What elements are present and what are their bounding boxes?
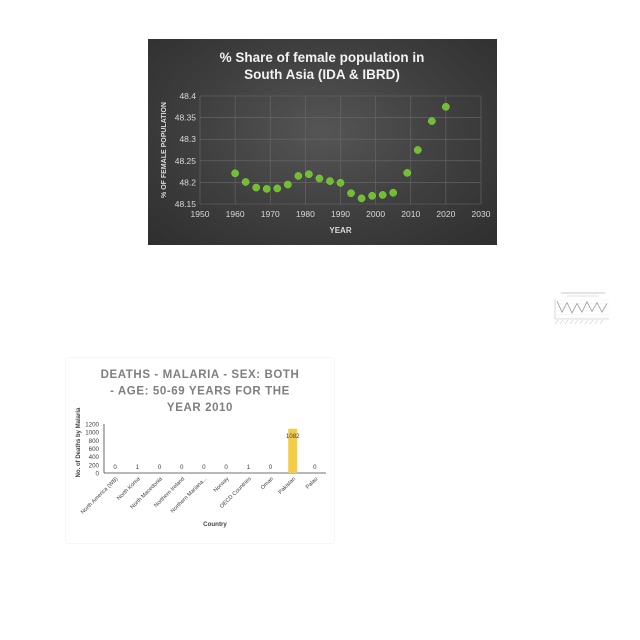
thumb-x-tick-placeholder (574, 319, 579, 325)
data-point (413, 146, 422, 154)
data-label: 1 (247, 464, 251, 471)
data-point (294, 172, 303, 180)
data-point (427, 117, 436, 125)
data-point (252, 183, 261, 192)
y-tick-label: 200 (89, 462, 100, 469)
data-point (336, 178, 345, 187)
chart-title-line-2: South Asia (IDA & IBRD) (244, 67, 400, 82)
x-tick-label: Palau (305, 476, 319, 490)
y-tick-label: 400 (89, 454, 100, 461)
data-point (378, 191, 387, 199)
data-label: 0 (202, 464, 206, 471)
y-tick-label: 1200 (85, 422, 99, 429)
thumb-x-tick-placeholder (589, 319, 594, 325)
x-tick-label: Norway (213, 476, 231, 494)
data-point (262, 185, 271, 193)
data-point (357, 194, 366, 203)
data-point (326, 177, 334, 185)
data-label: 1 (136, 464, 140, 471)
thumb-x-tick-placeholder (554, 319, 559, 325)
data-point (368, 191, 376, 200)
data-point (442, 102, 450, 111)
data-label: 0 (313, 464, 317, 471)
thumbnail-line-chart (545, 287, 611, 329)
y-tick-label: 48.25 (175, 156, 197, 166)
data-label: 0 (224, 464, 228, 471)
chart-title-line: - AGE: 50-69 YEARS FOR THE (110, 386, 290, 398)
y-tick-label: 1000 (85, 430, 99, 437)
x-tick-label: 2010 (401, 209, 420, 219)
thumb-series-line (556, 300, 608, 314)
chart-title-line: YEAR 2010 (167, 402, 233, 414)
data-point (305, 170, 313, 179)
thumb-x-tick-placeholder (569, 319, 574, 325)
x-tick-label: 1970 (261, 209, 280, 219)
x-axis-label: Country (203, 521, 227, 528)
x-tick-label: 1960 (226, 209, 245, 219)
y-tick-label: 48.15 (175, 199, 197, 209)
data-point (347, 189, 355, 198)
x-tick-label: North America (WB) (80, 476, 120, 516)
data-label: 0 (158, 464, 162, 471)
thumb-x-tick-placeholder (564, 319, 569, 325)
y-tick-label: 48.4 (179, 91, 196, 101)
data-point (389, 188, 398, 197)
y-tick-label: 48.35 (175, 113, 197, 123)
x-axis-label: YEAR (329, 226, 351, 235)
thumb-x-tick-placeholder (594, 319, 599, 325)
x-tick-label: Oman (260, 476, 275, 491)
data-label: 1082 (286, 433, 300, 440)
thumbnail-line-chart-svg (554, 292, 609, 325)
y-tick-label: 600 (89, 446, 100, 453)
female-population-chart-svg: % Share of female population in South Asi… (161, 50, 491, 235)
thumb-x-tick-placeholder (584, 319, 589, 325)
x-tick-label: 1950 (191, 209, 210, 219)
x-tick-label: 1990 (331, 209, 350, 219)
data-point (241, 178, 250, 186)
x-tick-label: 1980 (296, 209, 315, 219)
thumb-x-tick-placeholder (559, 319, 564, 325)
y-axis-label: % OF FEMALE POPULATION (161, 102, 168, 198)
data-point (273, 184, 282, 193)
x-tick-label: Pakistan (278, 476, 297, 495)
data-label: 0 (269, 464, 273, 471)
chart-title-line-1: % Share of female population in (220, 50, 425, 65)
y-tick-label: 48.3 (179, 134, 196, 144)
y-tick-label: 800 (89, 438, 100, 445)
data-point (283, 180, 292, 189)
y-tick-label: 0 (96, 471, 100, 478)
data-point (315, 174, 324, 183)
data-point (403, 169, 412, 177)
malaria-deaths-chart-svg: DEATHS - MALARIA - SEX: BOTH - AGE: 50-69… (76, 369, 326, 528)
bar (288, 428, 298, 473)
y-axis-label: No. of Deaths by Malaria (76, 407, 82, 477)
thumb-x-tick-placeholder (599, 319, 604, 325)
malaria-deaths-chart: DEATHS - MALARIA - SEX: BOTH - AGE: 50-69… (66, 358, 334, 543)
x-tick-label: 2000 (366, 209, 385, 219)
female-population-chart: % Share of female population in South Asi… (148, 39, 497, 245)
y-tick-label: 48.2 (179, 177, 196, 187)
thumb-x-tick-placeholder (579, 319, 584, 325)
x-tick-label: 2020 (436, 209, 455, 219)
x-tick-label: 2030 (472, 209, 491, 219)
chart-title-line: DEATHS - MALARIA - SEX: BOTH (101, 369, 300, 381)
data-point (231, 169, 239, 178)
data-label: 0 (180, 464, 184, 471)
data-label: 0 (113, 464, 117, 471)
